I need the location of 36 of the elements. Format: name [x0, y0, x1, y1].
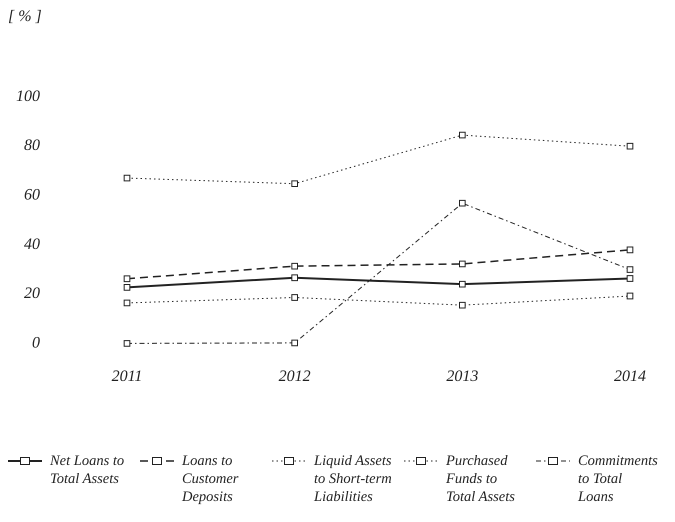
point: [291, 274, 298, 282]
y-tick-label: 40: [24, 236, 40, 253]
point: [124, 174, 130, 182]
legend-label: Liquid Assets to Short-term Liabilities: [314, 452, 393, 506]
y-axis-title: [ % ]: [8, 8, 42, 26]
point: [626, 292, 634, 300]
point: [626, 275, 634, 282]
x-tick-label: 2013: [446, 368, 478, 386]
point: [626, 266, 634, 273]
point: [124, 300, 130, 306]
legend-label: Net Loans to Total Assets: [50, 452, 126, 489]
point: [459, 200, 466, 207]
point: [124, 340, 130, 347]
legend-label: Purchased Funds to Total Assets: [446, 452, 516, 506]
point: [459, 132, 466, 138]
y-tick-label: 80: [24, 137, 40, 154]
legend-label: Loans to Customer Deposits: [182, 452, 240, 506]
point: [124, 284, 130, 291]
point: [626, 142, 634, 150]
point: [459, 280, 466, 288]
y-tick-label: 0: [32, 334, 40, 352]
y-tick-label: 60: [24, 186, 40, 204]
x-tick-label: 2011: [112, 368, 142, 386]
point: [124, 275, 130, 282]
point: [291, 294, 298, 301]
point: [291, 262, 298, 270]
point: [291, 340, 298, 346]
point: [459, 302, 466, 308]
y-tick-label: 100: [16, 88, 40, 105]
point: [626, 246, 634, 254]
x-tick-label: 2012: [278, 368, 311, 386]
legend-label: Commitments to Total Loans: [578, 452, 658, 506]
point: [459, 260, 466, 268]
x-tick-label: 2014: [614, 368, 646, 386]
point: [291, 180, 298, 188]
y-tick-label: 20: [24, 285, 40, 302]
